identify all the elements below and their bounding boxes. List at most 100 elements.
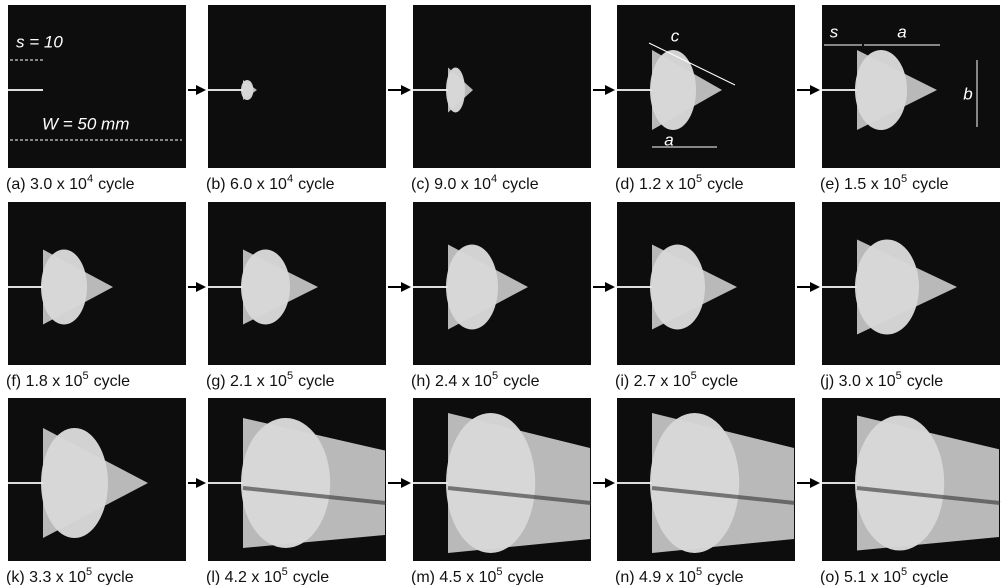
damage-area: [43, 428, 148, 538]
caption-unit: cycle: [97, 569, 134, 585]
panel: (l) 4.2 x 105 cycle: [206, 398, 411, 585]
panel: s a b (e) 1.5 x 105 cycle: [820, 5, 1000, 193]
arrow-head: [605, 282, 615, 292]
caption-text: (o) 5.1 x 10: [820, 569, 901, 585]
crack-band: [447, 486, 592, 505]
caption-text: (i) 2.7 x 10: [615, 373, 691, 390]
caption-unit: cycle: [707, 569, 744, 585]
annotation: a: [664, 130, 673, 149]
caption: (f) 1.8 x 105 cycle: [6, 370, 130, 390]
arrow-head: [401, 478, 411, 488]
caption-exponent: 4: [491, 173, 497, 185]
panel: s = 10 W = 50 mm (a) 3.0 x 104 cycle: [6, 5, 206, 193]
caption-unit: cycle: [94, 373, 131, 390]
damage-area: [448, 67, 473, 113]
damage-area: [652, 50, 722, 130]
caption-exponent: 5: [696, 173, 702, 185]
panel: (f) 1.8 x 105 cycle: [6, 202, 206, 390]
arrow-head: [810, 282, 820, 292]
caption-unit: cycle: [298, 176, 335, 193]
caption-unit: cycle: [503, 373, 540, 390]
caption-exponent: 5: [901, 566, 907, 578]
caption-unit: cycle: [912, 176, 949, 193]
caption: (j) 3.0 x 105 cycle: [820, 370, 943, 390]
caption: (c) 9.0 x 104 cycle: [411, 173, 539, 193]
caption-exponent: 5: [282, 566, 288, 578]
caption-unit: cycle: [98, 176, 135, 193]
caption-text: (f) 1.8 x 10: [6, 373, 83, 390]
caption-exponent: 5: [696, 566, 702, 578]
caption-exponent: 5: [901, 173, 907, 185]
annotation: s = 10: [16, 32, 63, 51]
caption-text: (h) 2.4 x 10: [411, 373, 492, 390]
panel: (g) 2.1 x 105 cycle: [206, 202, 411, 390]
caption-exponent: 5: [691, 370, 697, 382]
caption-unit: cycle: [912, 569, 949, 585]
crack-band: [856, 486, 1001, 505]
annotation: b: [963, 84, 972, 103]
arrow-head: [401, 282, 411, 292]
panel: c a (d) 1.2 x 105 cycle: [615, 5, 820, 193]
damage-area: [857, 415, 999, 551]
caption-exponent: 5: [287, 370, 293, 382]
caption-exponent: 5: [896, 370, 902, 382]
caption-unit: cycle: [507, 569, 544, 585]
caption-unit: cycle: [707, 176, 744, 193]
damage-area: [448, 244, 528, 330]
specimen-image: [8, 5, 186, 168]
panel: (o) 5.1 x 105 cycle: [820, 398, 1001, 585]
caption: (g) 2.1 x 105 cycle: [206, 370, 335, 390]
caption: (n) 4.9 x 105 cycle: [615, 566, 744, 585]
caption-text: (k) 3.3 x 10: [6, 569, 86, 585]
damage-area: [448, 413, 590, 553]
panel: (k) 3.3 x 105 cycle: [6, 398, 206, 585]
damage-area: [857, 50, 937, 130]
damage-area: [243, 80, 257, 100]
caption-text: (b) 6.0 x 10: [206, 176, 287, 193]
caption-exponent: 5: [496, 566, 502, 578]
damage-area: [243, 249, 318, 325]
specimen-image: [208, 5, 386, 168]
panel: (i) 2.7 x 105 cycle: [615, 202, 820, 390]
caption: (l) 4.2 x 105 cycle: [206, 566, 329, 585]
caption-text: (c) 9.0 x 10: [411, 176, 491, 193]
caption-unit: cycle: [293, 569, 330, 585]
damage-area: [243, 418, 385, 548]
caption-exponent: 4: [287, 173, 293, 185]
caption: (a) 3.0 x 104 cycle: [6, 173, 135, 193]
caption-text: (n) 4.9 x 10: [615, 569, 696, 585]
crack-band: [242, 486, 387, 505]
annotation: a: [897, 22, 906, 41]
panel: (c) 9.0 x 104 cycle: [411, 5, 615, 193]
caption-unit: cycle: [702, 373, 739, 390]
caption: (e) 1.5 x 105 cycle: [820, 173, 949, 193]
arrow-head: [605, 85, 615, 95]
caption-text: (d) 1.2 x 10: [615, 176, 696, 193]
panel: (j) 3.0 x 105 cycle: [820, 202, 1000, 390]
caption-text: (a) 3.0 x 10: [6, 176, 87, 193]
arrow-head: [196, 478, 206, 488]
caption: (b) 6.0 x 104 cycle: [206, 173, 335, 193]
damage-area: [652, 413, 794, 553]
panel: (b) 6.0 x 104 cycle: [206, 5, 411, 193]
damage-area: [652, 244, 737, 330]
arrow-head: [196, 85, 206, 95]
caption-unit: cycle: [502, 176, 539, 193]
caption: (h) 2.4 x 105 cycle: [411, 370, 540, 390]
arrow-head: [605, 478, 615, 488]
damage-area: [43, 249, 113, 325]
annotation: W = 50 mm: [42, 114, 129, 133]
panel: (m) 4.5 x 105 cycle: [411, 398, 615, 585]
caption-text: (j) 3.0 x 10: [820, 373, 896, 390]
caption: (k) 3.3 x 105 cycle: [6, 566, 134, 585]
arrow-head: [810, 85, 820, 95]
caption: (d) 1.2 x 105 cycle: [615, 173, 744, 193]
arrow-head: [810, 478, 820, 488]
caption-text: (m) 4.5 x 10: [411, 569, 496, 585]
crack-band: [651, 486, 796, 505]
caption: (m) 4.5 x 105 cycle: [411, 566, 544, 585]
caption-text: (e) 1.5 x 10: [820, 176, 901, 193]
annotation: s: [830, 22, 839, 41]
caption-exponent: 5: [492, 370, 498, 382]
